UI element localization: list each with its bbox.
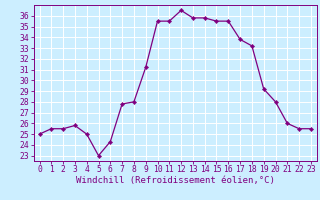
X-axis label: Windchill (Refroidissement éolien,°C): Windchill (Refroidissement éolien,°C) <box>76 176 275 185</box>
